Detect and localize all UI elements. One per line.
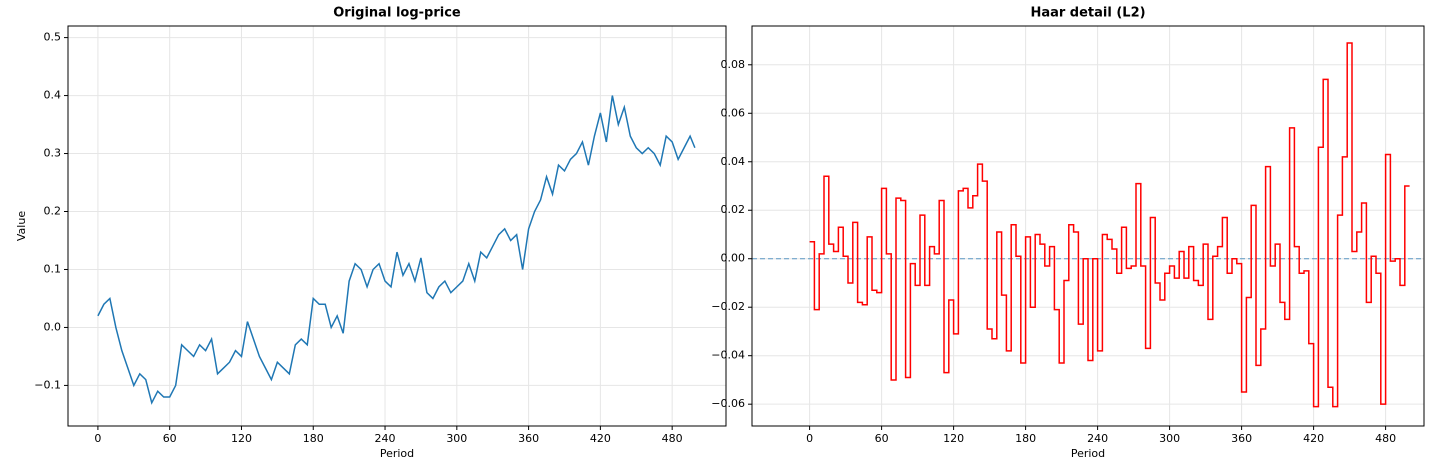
y-tick-label: −0.06 (711, 397, 745, 410)
y-tick-label: 0.4 (44, 89, 62, 102)
x-tick-label: 0 (806, 432, 813, 445)
y-tick-label: 0.06 (721, 106, 746, 119)
step-line (809, 42, 1410, 408)
y-tick-label: −0.02 (711, 300, 745, 313)
x-tick-label: 180 (1015, 432, 1036, 445)
x-tick-label: 300 (446, 432, 467, 445)
x-tick-label: 480 (662, 432, 683, 445)
y-tick-label: 0.1 (44, 262, 62, 275)
x-tick-label: 360 (1231, 432, 1252, 445)
x-tick-label: 420 (1303, 432, 1324, 445)
y-tick-label: 0.00 (721, 252, 746, 265)
y-tick-label: 0.02 (721, 203, 746, 216)
x-tick-label: 180 (303, 432, 324, 445)
x-tick-label: 60 (163, 432, 177, 445)
y-tick-label: 0.5 (44, 31, 62, 44)
x-axis-label: Period (1071, 447, 1105, 460)
x-tick-label: 240 (1087, 432, 1108, 445)
x-tick-label: 120 (231, 432, 252, 445)
plot-frame (67, 25, 727, 427)
plot-frame (751, 25, 1425, 427)
x-tick-label: 120 (943, 432, 964, 445)
y-tick-label: 0.2 (44, 205, 62, 218)
x-tick-label: 300 (1159, 432, 1180, 445)
y-tick-label: 0.3 (44, 147, 62, 160)
chart-title: Original log-price (333, 6, 461, 21)
chart-title: Haar detail (L2) (1030, 6, 1145, 21)
x-axis-label: Period (380, 447, 414, 460)
y-tick-label: −0.04 (711, 349, 745, 362)
x-tick-label: 420 (590, 432, 611, 445)
y-tick-label: 0.04 (721, 155, 746, 168)
x-tick-label: 0 (94, 432, 101, 445)
data-line (97, 95, 696, 405)
x-tick-label: 360 (518, 432, 539, 445)
y-axis-label: Value (15, 211, 28, 241)
x-tick-label: 60 (875, 432, 889, 445)
x-tick-label: 240 (375, 432, 396, 445)
y-tick-label: 0.0 (44, 320, 62, 333)
y-tick-label: 0.08 (721, 58, 746, 71)
y-tick-label: −0.1 (34, 378, 61, 391)
x-tick-label: 480 (1375, 432, 1396, 445)
